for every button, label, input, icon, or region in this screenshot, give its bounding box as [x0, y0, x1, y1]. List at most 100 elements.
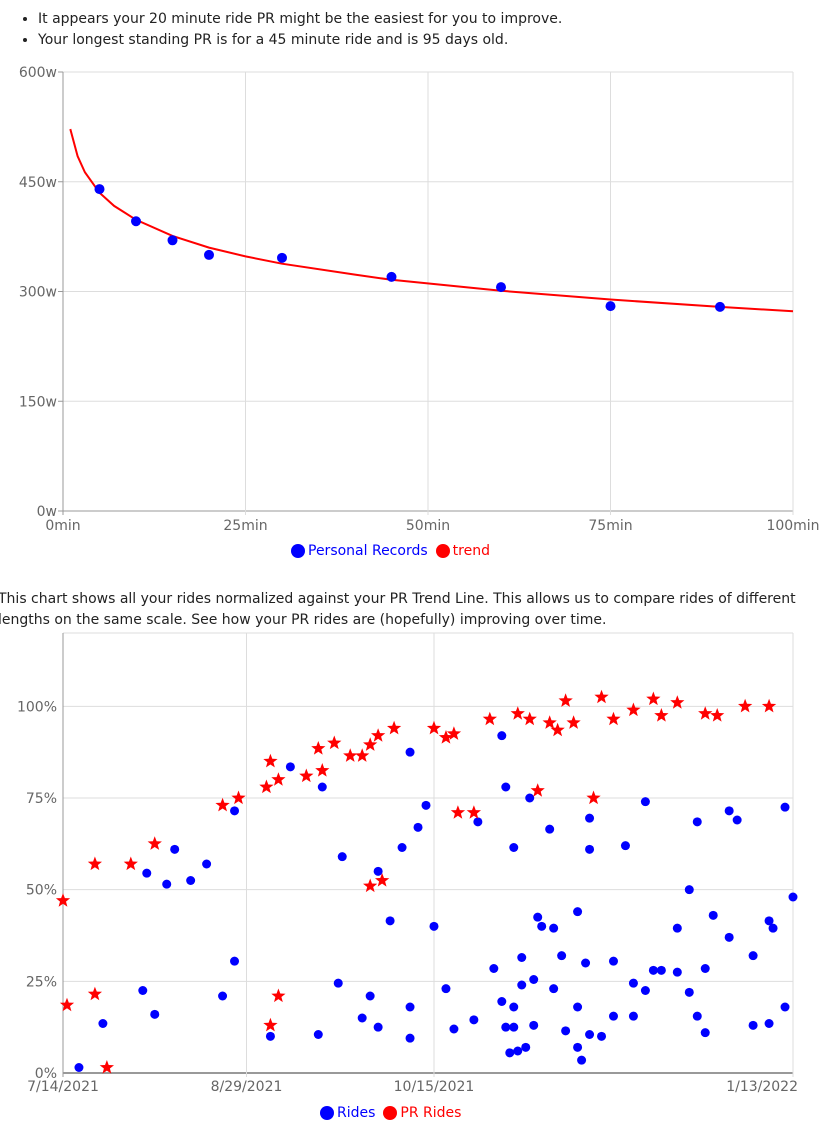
ride-point [230, 806, 240, 816]
personal-record-point [715, 301, 725, 312]
ride-point [608, 1011, 618, 1021]
ride-point [557, 951, 567, 961]
ride-point [138, 986, 148, 995]
x-tick-label: 10/15/2021 [394, 1079, 475, 1095]
ride-point [513, 1046, 523, 1056]
red-dot-icon [383, 1106, 398, 1120]
pr-ride-star [363, 737, 378, 751]
ride-point [150, 1009, 160, 1019]
ride-point [581, 958, 591, 968]
pr-ride-star [466, 805, 481, 819]
pr-ride-star [259, 779, 274, 794]
personal-record-point [131, 216, 141, 227]
ride-point [692, 1011, 702, 1021]
ride-point [788, 892, 798, 902]
ride-point [373, 866, 383, 876]
red-dot-icon [435, 544, 450, 558]
y-tick-label: 150w [19, 394, 57, 410]
pr-ride-star [646, 691, 661, 706]
pr-ride-star [626, 702, 641, 717]
ride-point [517, 980, 527, 990]
trend-line [69, 128, 794, 313]
x-tick-label: 1/13/2022 [726, 1079, 798, 1095]
ride-point [449, 1024, 459, 1034]
ride-point [373, 1022, 383, 1032]
pr-ride-star [363, 878, 378, 893]
ride-point [585, 1030, 595, 1039]
ride-point [684, 987, 694, 997]
legend-item-personal-records[interactable]: Personal Records [291, 543, 428, 559]
ride-point [620, 841, 630, 851]
pr-ride-star [299, 768, 314, 783]
ride-point [489, 964, 499, 973]
pr-ride-star [738, 698, 753, 713]
insight-item: It appears your 20 minute ride PR might … [38, 9, 562, 30]
ride-point [748, 951, 758, 961]
ride-point [700, 964, 710, 973]
pr-ride-star [482, 711, 497, 726]
ride-point [529, 975, 539, 984]
ride-point [608, 956, 618, 966]
legend-item-pr-rides[interactable]: PR Rides [383, 1105, 461, 1121]
pr-ride-star [670, 695, 685, 709]
ride-point [202, 859, 212, 869]
ride-point [170, 844, 180, 854]
pr-ride-star [123, 856, 138, 871]
pr-ride-star [343, 748, 358, 762]
pr-ride-star [606, 711, 621, 726]
pr-ride-star [271, 988, 286, 1003]
ride-point [537, 921, 547, 931]
ride-point [365, 991, 375, 1001]
ride-point [545, 824, 555, 834]
pr-ride-star [59, 997, 75, 1012]
ride-point [780, 1002, 790, 1012]
ride-point [628, 978, 638, 988]
pr-ride-star [446, 726, 462, 740]
ride-point [764, 1019, 774, 1028]
ride-point [748, 1020, 758, 1030]
personal-record-point [386, 271, 397, 282]
pr-ride-star [355, 748, 370, 762]
pr-ride-star [522, 711, 537, 726]
pr-ride-star [761, 698, 777, 713]
ride-point [640, 986, 650, 995]
ride-point [501, 782, 511, 792]
personal-record-point [277, 252, 287, 263]
pr-ride-star [147, 836, 162, 850]
ride-point [509, 1002, 519, 1012]
y-tick-label: 0w [37, 504, 57, 520]
ride-point [656, 965, 666, 975]
chart2-legend: Rides PR Rides [320, 1105, 465, 1121]
ride-point [413, 822, 423, 832]
ride-point [764, 916, 774, 926]
legend-item-trend[interactable]: trend [435, 543, 490, 559]
ride-point [501, 1022, 511, 1032]
x-tick-label: 100min [766, 518, 819, 534]
legend-item-rides[interactable]: Rides [320, 1105, 375, 1121]
pr-ride-star [99, 1060, 114, 1074]
pr-ride-star [698, 706, 713, 720]
ride-point [509, 843, 519, 852]
ride-point [700, 1028, 710, 1038]
ride-point [186, 876, 196, 885]
pr-ride-star [87, 856, 102, 871]
ride-point [648, 965, 658, 975]
ride-point [162, 879, 172, 889]
ride-point [529, 1020, 539, 1030]
ride-point [768, 923, 778, 933]
pr-ride-star [594, 689, 609, 704]
y-tick-label: 25% [26, 974, 57, 990]
pr-ride-star [387, 720, 402, 735]
ride-point [640, 797, 650, 807]
ride-point [405, 1033, 415, 1043]
ride-point [549, 984, 559, 994]
pr-ride-star [327, 735, 342, 750]
x-tick-label: 0min [45, 518, 80, 534]
chart1-legend: Personal Records trend [291, 543, 494, 559]
ride-point [525, 793, 535, 803]
y-tick-label: 600w [19, 65, 57, 81]
pr-ride-star [231, 790, 246, 805]
ride-point [597, 1031, 607, 1041]
chart-description: This chart shows all your rides normaliz… [0, 591, 796, 628]
ride-point [473, 817, 483, 827]
